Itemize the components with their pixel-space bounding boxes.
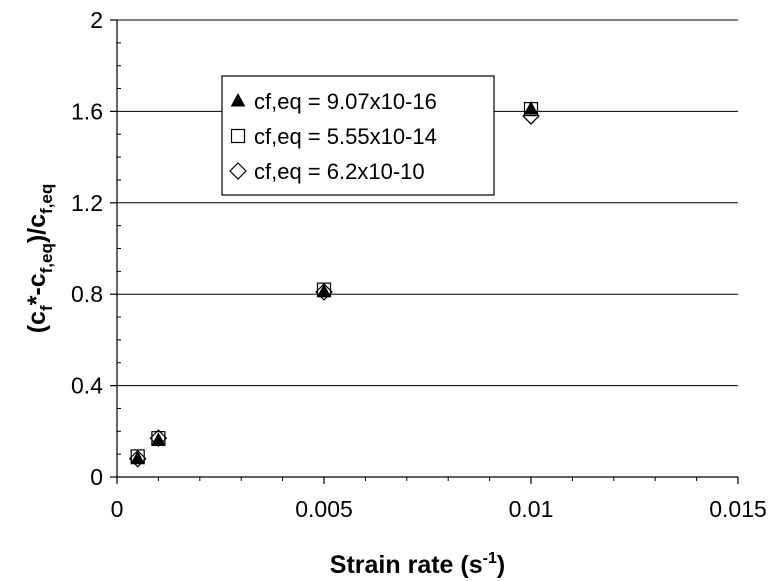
- point-s1-1: [130, 450, 146, 465]
- legend-marker-3: [229, 162, 247, 180]
- x-tick-label-1: 0.005: [295, 496, 353, 522]
- y-tick-label-0: 0: [90, 464, 103, 490]
- y-tick-label-5: 2: [90, 7, 103, 33]
- legend-marker-2: [230, 128, 246, 144]
- y-tick-label-1: 0.4: [71, 373, 103, 399]
- tick-labels: 0 0.4 0.8 1.2 1.6 2 0 0.005 0.01 0.015: [71, 7, 767, 522]
- legend-label-3: cf,eq = 6.2x10-10: [254, 159, 425, 184]
- legend: cf,eq = 9.07x10-16 cf,eq = 5.55x10-14 cf,e…: [221, 75, 495, 196]
- point-s1-2: [151, 432, 166, 446]
- y-axis-title: (cf*-cf,eq)/cf,eq: [23, 184, 56, 334]
- x-tick-label-3: 0.015: [709, 496, 767, 522]
- x-axis-title: Strain rate (s-1): [330, 550, 505, 579]
- legend-marker-1: [230, 92, 246, 107]
- y-tick-label-4: 1.6: [71, 98, 103, 124]
- axis-titles: Strain rate (s-1) (cf*-cf,eq)/cf,eq: [23, 184, 505, 579]
- y-tick-label-3: 1.2: [71, 190, 103, 216]
- point-s3-3: [315, 283, 333, 301]
- point-s1-3: [316, 283, 332, 298]
- data-points: [128, 101, 540, 468]
- legend-label-1: cf,eq = 9.07x10-16: [254, 89, 437, 114]
- gridlines: [117, 19, 738, 387]
- x-tick-label-2: 0.01: [509, 496, 554, 522]
- tick-marks: [110, 19, 739, 484]
- point-s1-4: [523, 101, 539, 115]
- legend-label-2: cf,eq = 5.55x10-14: [254, 124, 437, 149]
- y-tick-label-2: 0.8: [71, 281, 103, 307]
- point-s3-2: [149, 429, 168, 448]
- point-s3-1: [128, 449, 147, 468]
- legend-box: [221, 75, 495, 196]
- x-tick-label-0: 0: [111, 496, 124, 522]
